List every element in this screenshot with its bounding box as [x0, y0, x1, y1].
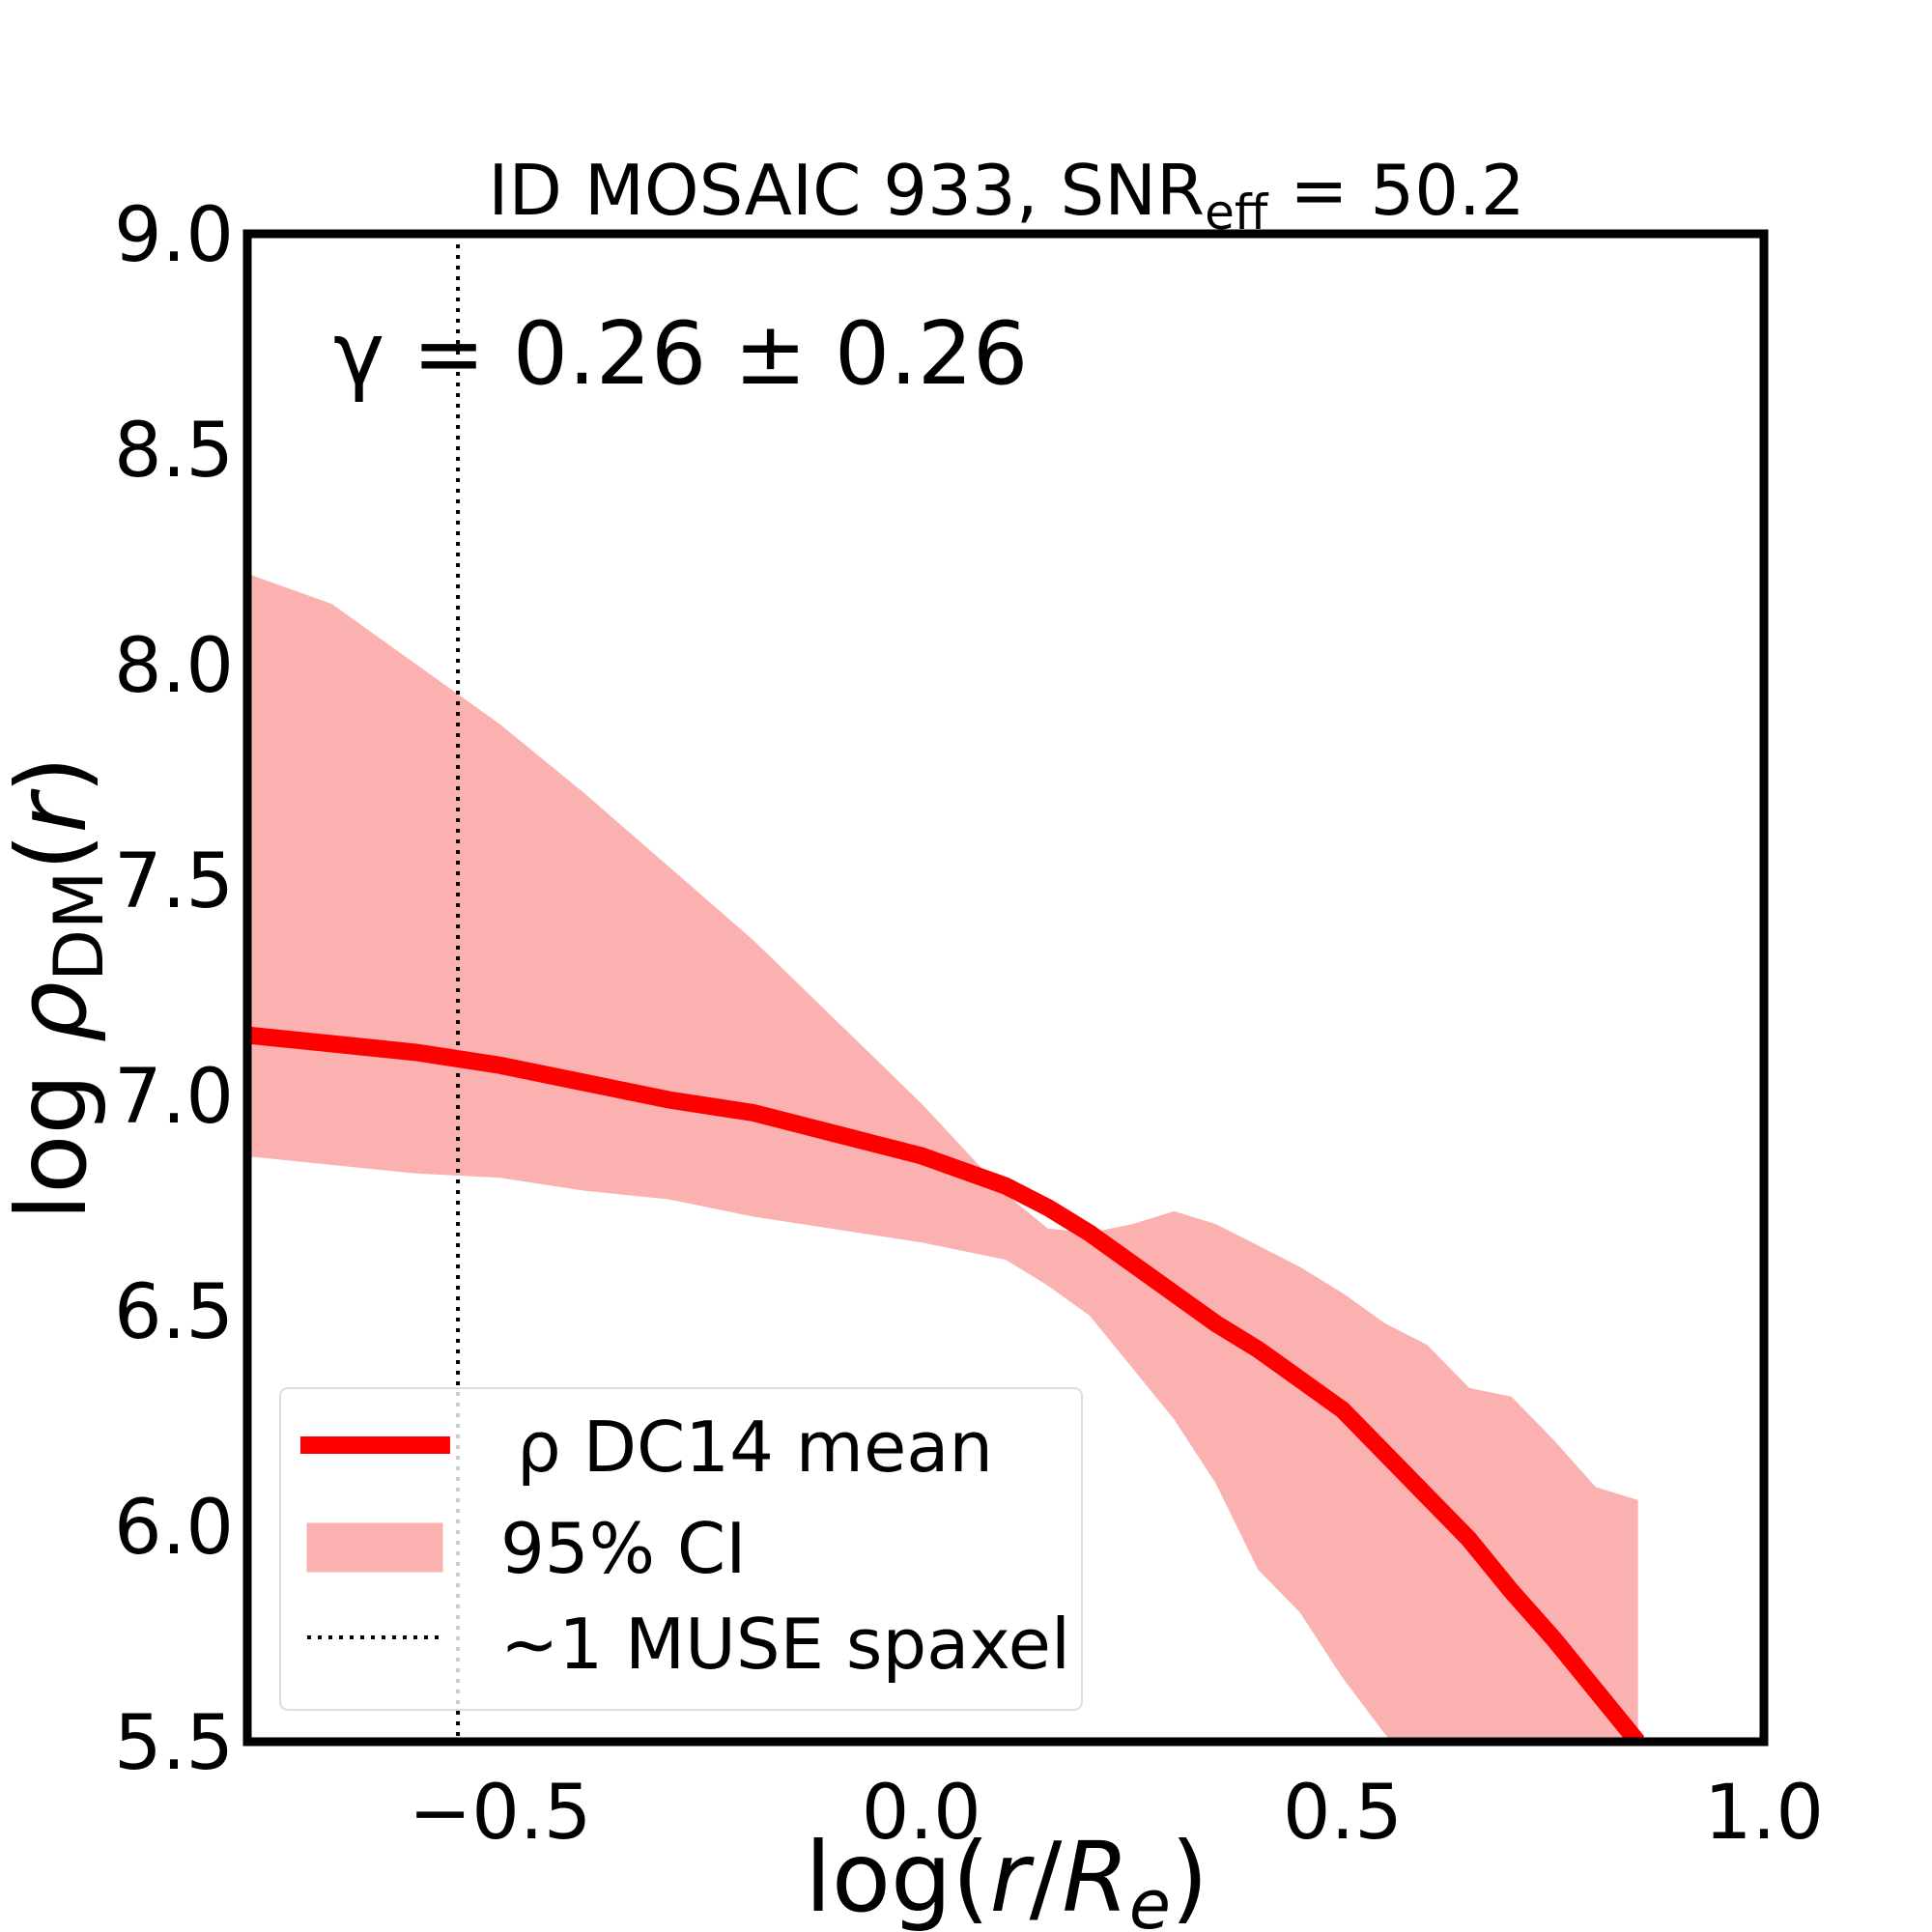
legend-swatch: [306, 1522, 443, 1573]
annotation: γ = 0.26 ± 0.26: [333, 303, 1028, 405]
chart-title: ID MOSAIC 933, SNReff = 50.2: [488, 150, 1524, 241]
title-part: = 50.2: [1267, 150, 1524, 231]
y-tick-label: 7.0: [114, 1054, 234, 1141]
legend-box: [279, 1387, 1083, 1711]
y-tick-label: 6.5: [114, 1269, 234, 1356]
y-tick-label: 8.0: [114, 623, 234, 710]
x-label-part: log(: [805, 1821, 989, 1932]
x-tick-label: 0.0: [862, 1770, 981, 1857]
x-tick-label: 0.5: [1283, 1770, 1403, 1857]
x-label-part: ): [1171, 1821, 1208, 1932]
y-tick-label: 7.5: [114, 838, 234, 925]
mean-line: [247, 1026, 1645, 1742]
x-label-part: R: [1062, 1821, 1128, 1932]
y-tick-label: 8.5: [114, 408, 234, 495]
x-label-part: e: [1129, 1865, 1171, 1932]
title-part: ID MOSAIC 933, SNR: [488, 150, 1205, 231]
x-axis-label: log(r/Re): [805, 1821, 1208, 1932]
confidence-band: [247, 573, 1638, 1742]
y-label-part: ρ: [0, 981, 108, 1042]
legend-label: ρ DC14 mean: [517, 1406, 993, 1488]
x-tick-label: 1.0: [1704, 1770, 1824, 1857]
plot-frame: [242, 229, 1769, 1747]
title-part: eff: [1205, 185, 1269, 241]
y-tick-label: 6.0: [114, 1485, 234, 1572]
y-tick-label: 5.5: [114, 1700, 234, 1787]
x-label-part: /: [1030, 1821, 1063, 1932]
y-label-part: r: [0, 788, 108, 834]
legend-label: ~1 MUSE spaxel: [500, 1604, 1070, 1685]
y-tick-label: 9.0: [114, 192, 234, 279]
y-label-part: ): [0, 755, 108, 793]
x-label-part: r: [990, 1821, 1036, 1932]
y-axis-label: log ρDM(r): [0, 755, 119, 1220]
y-label-part: log: [0, 1042, 108, 1220]
y-label-part: DM: [40, 871, 119, 981]
legend-label: 95% CI: [500, 1508, 746, 1589]
x-tick-label: −0.5: [409, 1770, 591, 1857]
y-label-part: (: [0, 834, 108, 871]
